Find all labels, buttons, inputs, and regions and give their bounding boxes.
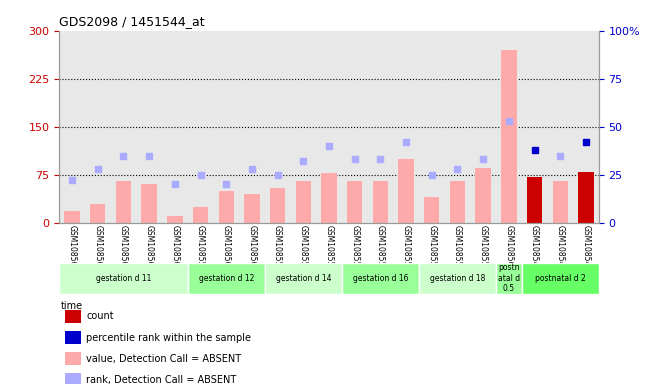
Text: GSM108556: GSM108556 bbox=[273, 225, 282, 271]
Text: gestation d 11: gestation d 11 bbox=[96, 274, 151, 283]
Text: GSM108548: GSM108548 bbox=[556, 225, 565, 271]
Bar bbox=[270, 187, 286, 223]
Text: GSM108562: GSM108562 bbox=[68, 225, 76, 271]
FancyBboxPatch shape bbox=[342, 263, 419, 294]
Bar bbox=[116, 181, 131, 223]
Bar bbox=[398, 159, 414, 223]
Text: rank, Detection Call = ABSENT: rank, Detection Call = ABSENT bbox=[86, 375, 236, 384]
Text: GSM108554: GSM108554 bbox=[376, 225, 385, 271]
Bar bbox=[527, 177, 542, 223]
Bar bbox=[64, 211, 80, 223]
Bar bbox=[372, 181, 388, 223]
Bar bbox=[244, 194, 260, 223]
Text: GSM108553: GSM108553 bbox=[350, 225, 359, 271]
Bar bbox=[141, 184, 157, 223]
Bar bbox=[501, 50, 517, 223]
Text: gestation d 16: gestation d 16 bbox=[353, 274, 408, 283]
Text: gestation d 12: gestation d 12 bbox=[199, 274, 254, 283]
Bar bbox=[424, 197, 440, 223]
Bar bbox=[553, 181, 568, 223]
Text: GSM108565: GSM108565 bbox=[145, 225, 154, 271]
Bar bbox=[64, 331, 81, 344]
Text: GSM108563: GSM108563 bbox=[93, 225, 102, 271]
Text: GSM108560: GSM108560 bbox=[222, 225, 231, 271]
Text: GDS2098 / 1451544_at: GDS2098 / 1451544_at bbox=[59, 15, 205, 28]
Text: GSM108564: GSM108564 bbox=[119, 225, 128, 271]
Text: postn
atal d
0.5: postn atal d 0.5 bbox=[498, 263, 520, 293]
Bar bbox=[64, 373, 81, 384]
FancyBboxPatch shape bbox=[59, 263, 188, 294]
FancyBboxPatch shape bbox=[522, 263, 599, 294]
FancyBboxPatch shape bbox=[419, 263, 496, 294]
Text: GSM108547: GSM108547 bbox=[530, 225, 539, 271]
Bar bbox=[450, 181, 465, 223]
FancyBboxPatch shape bbox=[496, 263, 522, 294]
Bar bbox=[90, 204, 105, 223]
Bar bbox=[218, 191, 234, 223]
Text: count: count bbox=[86, 311, 114, 321]
Text: GSM108552: GSM108552 bbox=[478, 225, 488, 271]
Text: GSM108551: GSM108551 bbox=[453, 225, 462, 271]
Bar bbox=[347, 181, 363, 223]
Bar bbox=[578, 172, 594, 223]
Bar bbox=[193, 207, 208, 223]
Text: GSM108549: GSM108549 bbox=[582, 225, 590, 271]
Bar bbox=[64, 352, 81, 366]
Text: GSM108559: GSM108559 bbox=[196, 225, 205, 271]
Text: GSM108561: GSM108561 bbox=[247, 225, 257, 271]
Text: GSM108566: GSM108566 bbox=[170, 225, 180, 271]
Bar bbox=[476, 168, 491, 223]
Text: GSM108567: GSM108567 bbox=[504, 225, 513, 271]
Text: gestation d 14: gestation d 14 bbox=[276, 274, 331, 283]
Bar bbox=[167, 216, 182, 223]
FancyBboxPatch shape bbox=[265, 263, 342, 294]
Bar bbox=[295, 181, 311, 223]
Text: time: time bbox=[61, 301, 83, 311]
Text: GSM108550: GSM108550 bbox=[427, 225, 436, 271]
Bar bbox=[64, 310, 81, 323]
Text: GSM108558: GSM108558 bbox=[324, 225, 334, 271]
Text: gestation d 18: gestation d 18 bbox=[430, 274, 485, 283]
Text: GSM108555: GSM108555 bbox=[401, 225, 411, 271]
Text: GSM108557: GSM108557 bbox=[299, 225, 308, 271]
FancyBboxPatch shape bbox=[188, 263, 265, 294]
Text: value, Detection Call = ABSENT: value, Detection Call = ABSENT bbox=[86, 354, 241, 364]
Text: percentile rank within the sample: percentile rank within the sample bbox=[86, 333, 251, 343]
Bar bbox=[321, 173, 337, 223]
Text: postnatal d 2: postnatal d 2 bbox=[535, 274, 586, 283]
